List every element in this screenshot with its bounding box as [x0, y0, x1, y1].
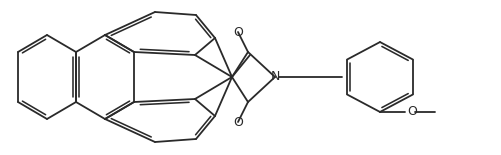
Text: N: N	[271, 71, 280, 84]
Text: O: O	[407, 105, 417, 118]
Text: O: O	[233, 115, 243, 128]
Text: O: O	[233, 26, 243, 38]
